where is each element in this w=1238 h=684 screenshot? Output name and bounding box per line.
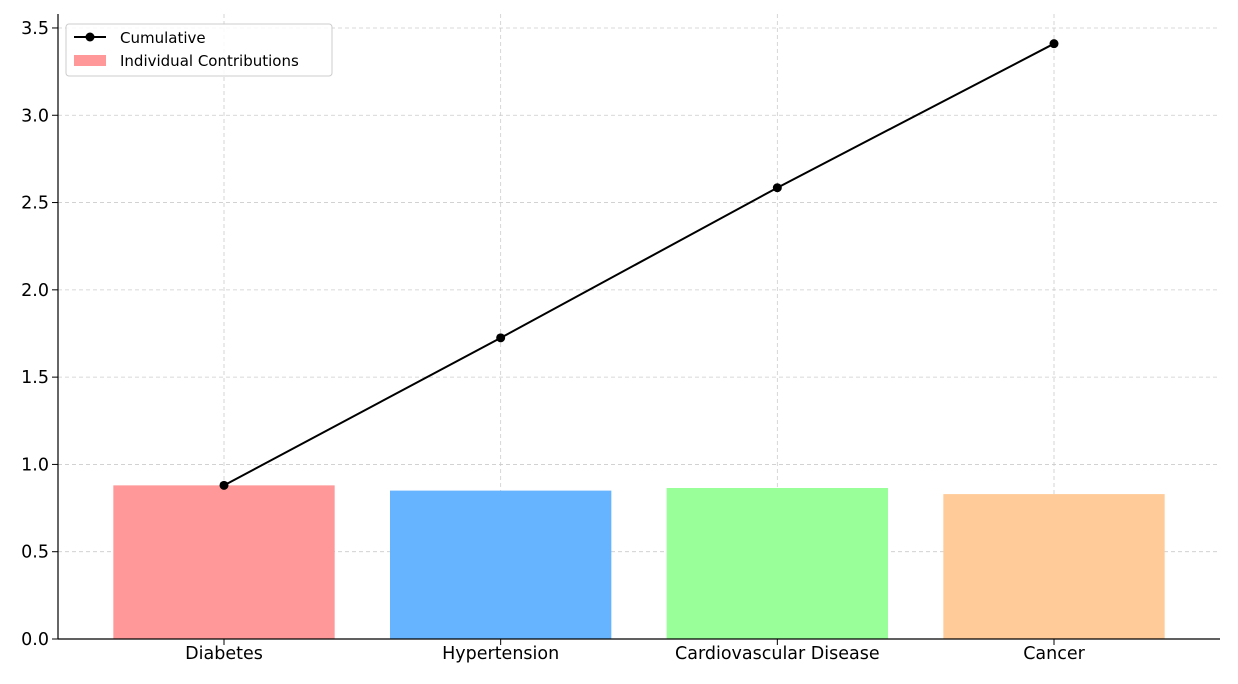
cumulative-point [1049, 39, 1059, 49]
bar-cardiovascular-disease [666, 487, 888, 639]
y-tick-label: 1.0 [21, 455, 49, 475]
axes: 0.0 0.5 1.0 1.5 2.0 2.5 3.0 3.5 Diabetes Hyperten… [21, 14, 1220, 664]
y-tick-label: 3.0 [21, 106, 49, 126]
cumulative-point [219, 480, 229, 490]
y-tick-label: 2.0 [21, 281, 49, 301]
bar-cancer [943, 494, 1165, 639]
legend-box [65, 23, 333, 77]
bar-hypertension [390, 490, 612, 639]
x-tick-label: Diabetes [185, 644, 263, 664]
y-tick-label: 2.5 [21, 194, 49, 214]
legend-bar-swatch [74, 55, 106, 66]
x-tick-label: Cardiovascular Disease [675, 644, 880, 664]
legend-label-individual: Individual Contributions [120, 52, 299, 70]
y-tick-label: 0.0 [21, 630, 49, 650]
x-tick-label: Hypertension [442, 644, 559, 664]
y-tick-label: 3.5 [21, 19, 49, 39]
y-tick-label: 0.5 [21, 543, 49, 563]
legend-marker-swatch [85, 32, 95, 42]
cumulative-point [496, 333, 506, 343]
cumulative-line-series [219, 39, 1059, 490]
cumulative-point [772, 183, 782, 193]
cumulative-line [223, 42, 1055, 487]
bar-series [113, 485, 1165, 639]
x-tick-label: Cancer [1023, 644, 1085, 664]
legend-label-cumulative: Cumulative [120, 29, 206, 47]
y-tick-label: 1.5 [21, 368, 49, 388]
bar-diabetes [113, 485, 335, 639]
legend: Cumulative Individual Contributions [65, 23, 333, 77]
